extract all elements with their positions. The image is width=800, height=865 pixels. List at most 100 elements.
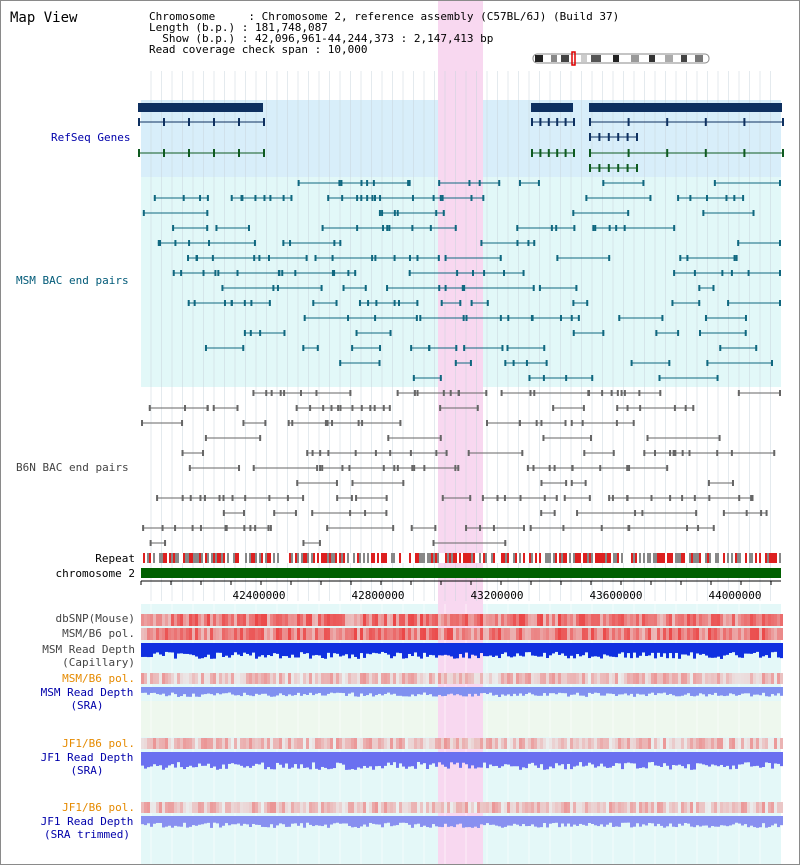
polymorphism-cell bbox=[192, 738, 195, 749]
read-depth-bar bbox=[687, 752, 690, 765]
read-depth-bar bbox=[723, 687, 726, 697]
gene-exon bbox=[598, 133, 601, 141]
chromosome-ideogram[interactable] bbox=[1, 1, 799, 81]
polymorphism-cell bbox=[567, 614, 570, 626]
repeat-segment bbox=[431, 553, 433, 563]
repeat-segment bbox=[775, 553, 777, 563]
track-label-jf1-b6-pol[interactable]: JF1/B6 pol. bbox=[62, 737, 135, 750]
track-label-b6n-bac[interactable]: B6N BAC end pairs bbox=[16, 461, 129, 474]
read-depth-bar bbox=[744, 816, 747, 825]
polymorphism-cell bbox=[594, 738, 597, 749]
repeat-segment bbox=[695, 553, 697, 563]
polymorphism-cell bbox=[444, 673, 447, 684]
polymorphism-cell bbox=[411, 738, 414, 749]
bac-end-marker bbox=[358, 300, 361, 306]
track-label-msm-depth-sra[interactable]: MSM Read Depth bbox=[40, 686, 134, 699]
repeat-segment bbox=[693, 553, 695, 563]
polymorphism-cell bbox=[270, 614, 273, 626]
track-label-jf1-depth-sra[interactable]: JF1 Read Depth bbox=[40, 751, 134, 764]
track-label-chromosome[interactable]: chromosome 2 bbox=[55, 567, 135, 580]
polymorphism-cell bbox=[219, 802, 222, 813]
polymorphism-cell bbox=[459, 673, 462, 684]
polymorphism-cell bbox=[264, 614, 267, 626]
polymorphism-cell bbox=[228, 673, 231, 684]
polymorphism-cell bbox=[210, 673, 213, 684]
read-depth-bar bbox=[609, 816, 612, 823]
read-depth-bar bbox=[753, 816, 756, 828]
read-depth-bar bbox=[390, 752, 393, 766]
polymorphism-cell bbox=[285, 614, 288, 626]
polymorphism-cell bbox=[768, 802, 771, 813]
read-depth-bar bbox=[216, 816, 219, 824]
read-depth-bar bbox=[180, 816, 183, 827]
bac-end-marker bbox=[659, 390, 662, 396]
read-depth-bar bbox=[603, 687, 606, 696]
read-depth-bar bbox=[750, 643, 753, 654]
read-depth-bar bbox=[282, 752, 285, 768]
polymorphism-cell bbox=[252, 628, 255, 640]
polymorphism-cell bbox=[672, 738, 675, 749]
bac-end-marker bbox=[318, 540, 321, 546]
read-depth-bar bbox=[246, 643, 249, 654]
polymorphism-cell bbox=[699, 738, 702, 749]
polymorphism-cell bbox=[561, 628, 564, 640]
polymorphism-cell bbox=[213, 628, 216, 640]
read-depth-bar bbox=[612, 816, 615, 827]
read-depth-bar bbox=[624, 643, 627, 658]
track-label-refseq[interactable]: RefSeq Genes bbox=[51, 131, 131, 144]
repeat-segment bbox=[489, 553, 491, 563]
read-depth-bar bbox=[618, 687, 621, 695]
repeat-segment bbox=[627, 553, 629, 563]
gene-block bbox=[531, 103, 573, 112]
track-label-msm-bac[interactable]: MSM BAC end pairs bbox=[16, 274, 129, 287]
track-label-repeat[interactable]: Repeat bbox=[95, 552, 135, 565]
read-depth-bar bbox=[165, 752, 168, 768]
polymorphism-cell bbox=[636, 802, 639, 813]
polymorphism-cell bbox=[345, 614, 348, 626]
read-depth-bar bbox=[573, 687, 576, 695]
bac-end-marker bbox=[589, 435, 592, 441]
read-depth-bar bbox=[369, 687, 372, 694]
track-label-dbsnp[interactable]: dbSNP(Mouse) bbox=[55, 612, 135, 625]
read-depth-bar bbox=[567, 687, 570, 697]
read-depth-bar bbox=[525, 816, 528, 827]
polymorphism-cell bbox=[267, 802, 270, 813]
track-label-msm-b6-pol[interactable]: MSM/B6 pol. bbox=[62, 627, 135, 640]
track-label-msm-b6-pol-2[interactable]: MSM/B6 pol. bbox=[62, 672, 135, 685]
track-label-jf1-b6-pol-2[interactable]: JF1/B6 pol. bbox=[62, 801, 135, 814]
polymorphism-cell bbox=[153, 628, 156, 640]
read-depth-bar bbox=[147, 816, 150, 824]
gene-exon bbox=[627, 118, 630, 126]
track-label-sra: (SRA) bbox=[70, 699, 104, 712]
repeat-segment bbox=[461, 553, 463, 563]
read-depth-bar bbox=[576, 752, 579, 766]
polymorphism-cell bbox=[483, 673, 486, 684]
read-depth-bar bbox=[378, 816, 381, 825]
track-label-msm-depth-capillary[interactable]: MSM Read Depth bbox=[42, 643, 135, 656]
read-depth-bar bbox=[390, 643, 393, 659]
polymorphism-cell bbox=[426, 738, 429, 749]
polymorphism-cell bbox=[663, 673, 666, 684]
polymorphism-cell bbox=[177, 673, 180, 684]
polymorphism-cell bbox=[690, 802, 693, 813]
polymorphism-cell bbox=[525, 802, 528, 813]
read-depth-bar bbox=[459, 752, 462, 768]
repeat-segment bbox=[367, 553, 369, 563]
gene-exon bbox=[539, 118, 542, 126]
repeat-segment bbox=[771, 553, 773, 563]
read-depth-bar bbox=[600, 816, 603, 825]
bac-end-marker bbox=[184, 405, 187, 411]
read-depth-bar bbox=[537, 687, 540, 696]
read-depth-bar bbox=[594, 752, 597, 768]
polymorphism-cell bbox=[699, 614, 702, 626]
read-depth-bar bbox=[198, 643, 201, 659]
polymorphism-cell bbox=[621, 614, 624, 626]
polymorphism-cell bbox=[624, 614, 627, 626]
track-label-jf1-depth-trimmed[interactable]: JF1 Read Depth bbox=[40, 815, 134, 828]
read-depth-bar bbox=[759, 643, 762, 658]
polymorphism-cell bbox=[672, 628, 675, 640]
read-depth-bar bbox=[351, 816, 354, 828]
read-depth-bar bbox=[471, 816, 474, 828]
read-depth-bar bbox=[495, 643, 498, 656]
